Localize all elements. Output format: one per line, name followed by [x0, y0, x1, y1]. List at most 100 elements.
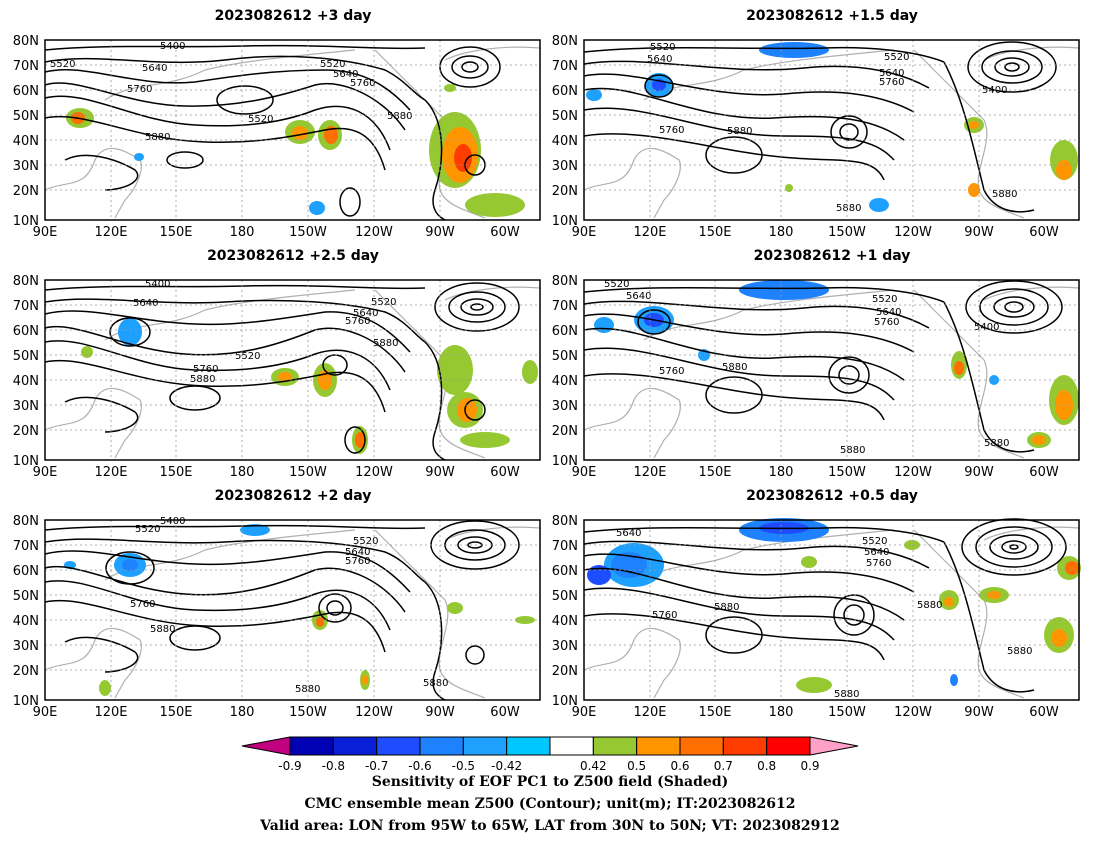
sensitivity-shading	[66, 84, 525, 217]
lon-tick: 120W	[894, 705, 932, 720]
figure-caption: Sensitivity of EOF PC1 to Z500 field (Sh…	[259, 774, 840, 834]
contour-label: 5880	[387, 111, 412, 122]
lon-axis: 90E 120E 150E 180 150W 120W 90W 60W	[33, 705, 520, 720]
lat-tick: 10N	[552, 694, 578, 709]
contour-label: 5640	[133, 298, 158, 309]
lon-axis: 90E 120E 150E 180 150W 120W 90W 60W	[572, 705, 1059, 720]
map-grid	[584, 40, 1079, 220]
lon-tick: 120W	[355, 705, 393, 720]
panel-plus3day: 2023082612 +3 day	[13, 8, 541, 240]
lon-tick: 150W	[289, 225, 327, 240]
lat-tick: 70N	[552, 59, 578, 74]
panel-plus1day: 2023082612 +1 day	[552, 248, 1080, 480]
lat-tick: 10N	[552, 454, 578, 469]
sensitivity-shading	[594, 280, 1079, 448]
z500-contours	[583, 41, 1057, 213]
contour-label: 5760	[127, 84, 152, 95]
colorbar-label: -0.7	[365, 759, 388, 773]
contour-label: 5760	[879, 77, 904, 88]
colorbar-cell	[549, 736, 594, 756]
contour-label: 5520	[371, 297, 396, 308]
lat-tick: 40N	[13, 614, 39, 629]
map-grid	[584, 520, 1079, 700]
colorbar-label: -0.5	[452, 759, 475, 773]
lon-tick: 90W	[964, 225, 994, 240]
colorbar-high-triangle	[809, 736, 859, 756]
panel-title: 2023082612 +1.5 day	[746, 8, 918, 24]
map-grid	[45, 280, 540, 460]
lon-tick: 60W	[490, 705, 520, 720]
lon-tick: 60W	[490, 465, 520, 480]
lon-tick: 150E	[698, 225, 731, 240]
lat-tick: 40N	[13, 134, 39, 149]
lon-tick: 150W	[289, 465, 327, 480]
contour-label: 5520	[50, 59, 75, 70]
colorbar-label: -0.9	[278, 759, 301, 773]
lat-tick: 50N	[13, 349, 39, 364]
lat-tick: 80N	[552, 514, 578, 529]
lon-tick: 60W	[490, 225, 520, 240]
contour-labels: 5520 5640 5520 5640 5760 5400 5760 5880 …	[647, 42, 1017, 214]
colorbar-cell	[636, 736, 681, 756]
lat-tick: 60N	[13, 84, 39, 99]
lat-tick: 40N	[552, 614, 578, 629]
lat-axis: 80N 70N 60N 50N 40N 30N 20N 10N	[13, 34, 39, 229]
lat-axis: 80N 70N 60N 50N 40N 30N 20N 10N	[552, 274, 578, 469]
lon-tick: 90W	[964, 705, 994, 720]
colorbar-cell	[766, 736, 811, 756]
contour-label: 5640	[333, 69, 358, 80]
lat-tick: 80N	[13, 34, 39, 49]
map-grid	[584, 280, 1079, 460]
sensitivity-shading	[81, 318, 538, 454]
colorbar-label: -0.42	[491, 759, 522, 773]
lat-tick: 50N	[552, 589, 578, 604]
contour-label: 5640	[876, 307, 901, 318]
lat-tick: 80N	[13, 514, 39, 529]
colorbar-label: -0.8	[322, 759, 345, 773]
lon-tick: 90E	[33, 465, 58, 480]
contour-label: 5880	[834, 689, 859, 700]
contour-labels: 5520 5400 5520 5640 5760 5760 5880 5880 …	[130, 516, 448, 695]
contour-label: 5760	[874, 317, 899, 328]
lat-tick: 60N	[13, 324, 39, 339]
contour-label: 5520	[248, 114, 273, 125]
contour-label: 5880	[714, 602, 739, 613]
lon-tick: 180	[769, 465, 794, 480]
contour-label: 5400	[145, 279, 170, 290]
sensitivity-shading	[586, 42, 1078, 212]
z500-contours	[583, 280, 1063, 453]
colorbar-label: -0.6	[408, 759, 431, 773]
contour-label: 5880	[840, 445, 865, 456]
contour-label: 5640	[345, 547, 370, 558]
lat-axis: 80N 70N 60N 50N 40N 30N 20N 10N	[552, 514, 578, 709]
colorbar-cell	[592, 736, 638, 756]
lat-tick: 20N	[552, 424, 578, 439]
lat-tick: 80N	[552, 34, 578, 49]
lon-tick: 60W	[1029, 225, 1059, 240]
lon-axis: 90E 120E 150E 180 150W 120W 90W 60W	[572, 465, 1059, 480]
contour-label: 5760	[866, 558, 891, 569]
contour-label: 5880	[423, 678, 448, 689]
colorbar-cell	[722, 736, 768, 756]
colorbar-label: 0.5	[627, 759, 646, 773]
lon-tick: 90E	[572, 465, 597, 480]
panel-plus0-5day: 2023082612 +0.5 day	[552, 488, 1081, 720]
contour-label: 5640	[879, 68, 904, 79]
lon-tick: 60W	[1029, 705, 1059, 720]
lat-tick: 30N	[552, 639, 578, 654]
lat-axis: 80N 70N 60N 50N 40N 30N 20N 10N	[13, 274, 39, 469]
lon-tick: 120E	[633, 225, 666, 240]
lon-tick: 90W	[425, 225, 455, 240]
lat-tick: 40N	[552, 374, 578, 389]
lon-tick: 90E	[33, 705, 58, 720]
lon-tick: 150E	[159, 465, 192, 480]
lat-tick: 50N	[552, 349, 578, 364]
lat-tick: 70N	[13, 299, 39, 314]
lat-tick: 30N	[13, 639, 39, 654]
lat-tick: 70N	[13, 59, 39, 74]
contour-label: 5400	[974, 322, 999, 333]
lon-tick: 90E	[33, 225, 58, 240]
map-frame	[44, 39, 541, 221]
z500-contours	[44, 282, 520, 461]
map-frame	[44, 279, 541, 461]
